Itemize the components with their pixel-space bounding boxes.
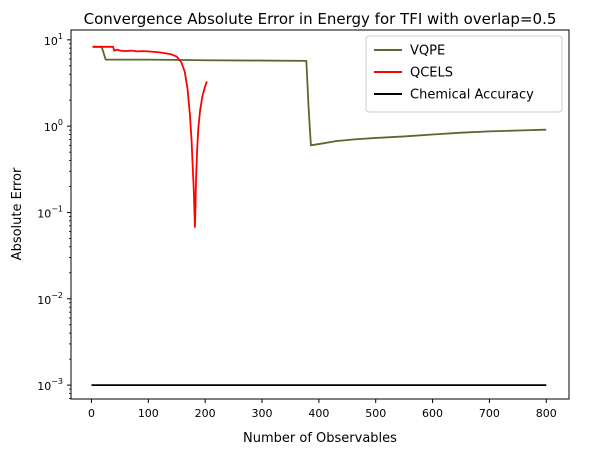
x-tick-label: 800	[536, 407, 557, 420]
y-tick-label: 100	[44, 118, 63, 134]
chart-title: Convergence Absolute Error in Energy for…	[84, 10, 557, 28]
legend-label: Chemical Accuracy	[410, 88, 534, 103]
x-tick-label: 0	[88, 407, 95, 420]
y-tick-label: 101	[44, 32, 63, 48]
plot-frame	[70, 29, 570, 400]
series-line-vqpe	[92, 45, 547, 147]
legend-box	[365, 35, 563, 113]
y-tick-label: 10−3	[37, 377, 63, 393]
y-tick-label: 10−2	[37, 291, 63, 307]
series-layer	[91, 45, 547, 386]
x-axis-ticks: 0 100 200 300 400 500 600 700 800	[88, 399, 557, 420]
x-tick-label: 400	[308, 407, 329, 420]
x-tick-label: 100	[138, 407, 159, 420]
legend: VQPE QCELS Chemical Accuracy	[365, 35, 563, 113]
y-axis-ticks: 10−3 10−2 10−1 100 101	[37, 32, 71, 399]
y-tick-label: 10−1	[37, 204, 63, 220]
x-tick-label: 200	[195, 407, 216, 420]
x-tick-label: 600	[422, 407, 443, 420]
x-tick-label: 700	[479, 407, 500, 420]
legend-label: VQPE	[410, 44, 445, 59]
legend-label: QCELS	[410, 66, 453, 81]
x-tick-label: 300	[252, 407, 273, 420]
x-axis-label: Number of Observables	[243, 431, 397, 446]
x-tick-label: 500	[365, 407, 386, 420]
y-axis-label: Absolute Error	[10, 167, 25, 260]
series-line-qcels	[92, 45, 208, 228]
